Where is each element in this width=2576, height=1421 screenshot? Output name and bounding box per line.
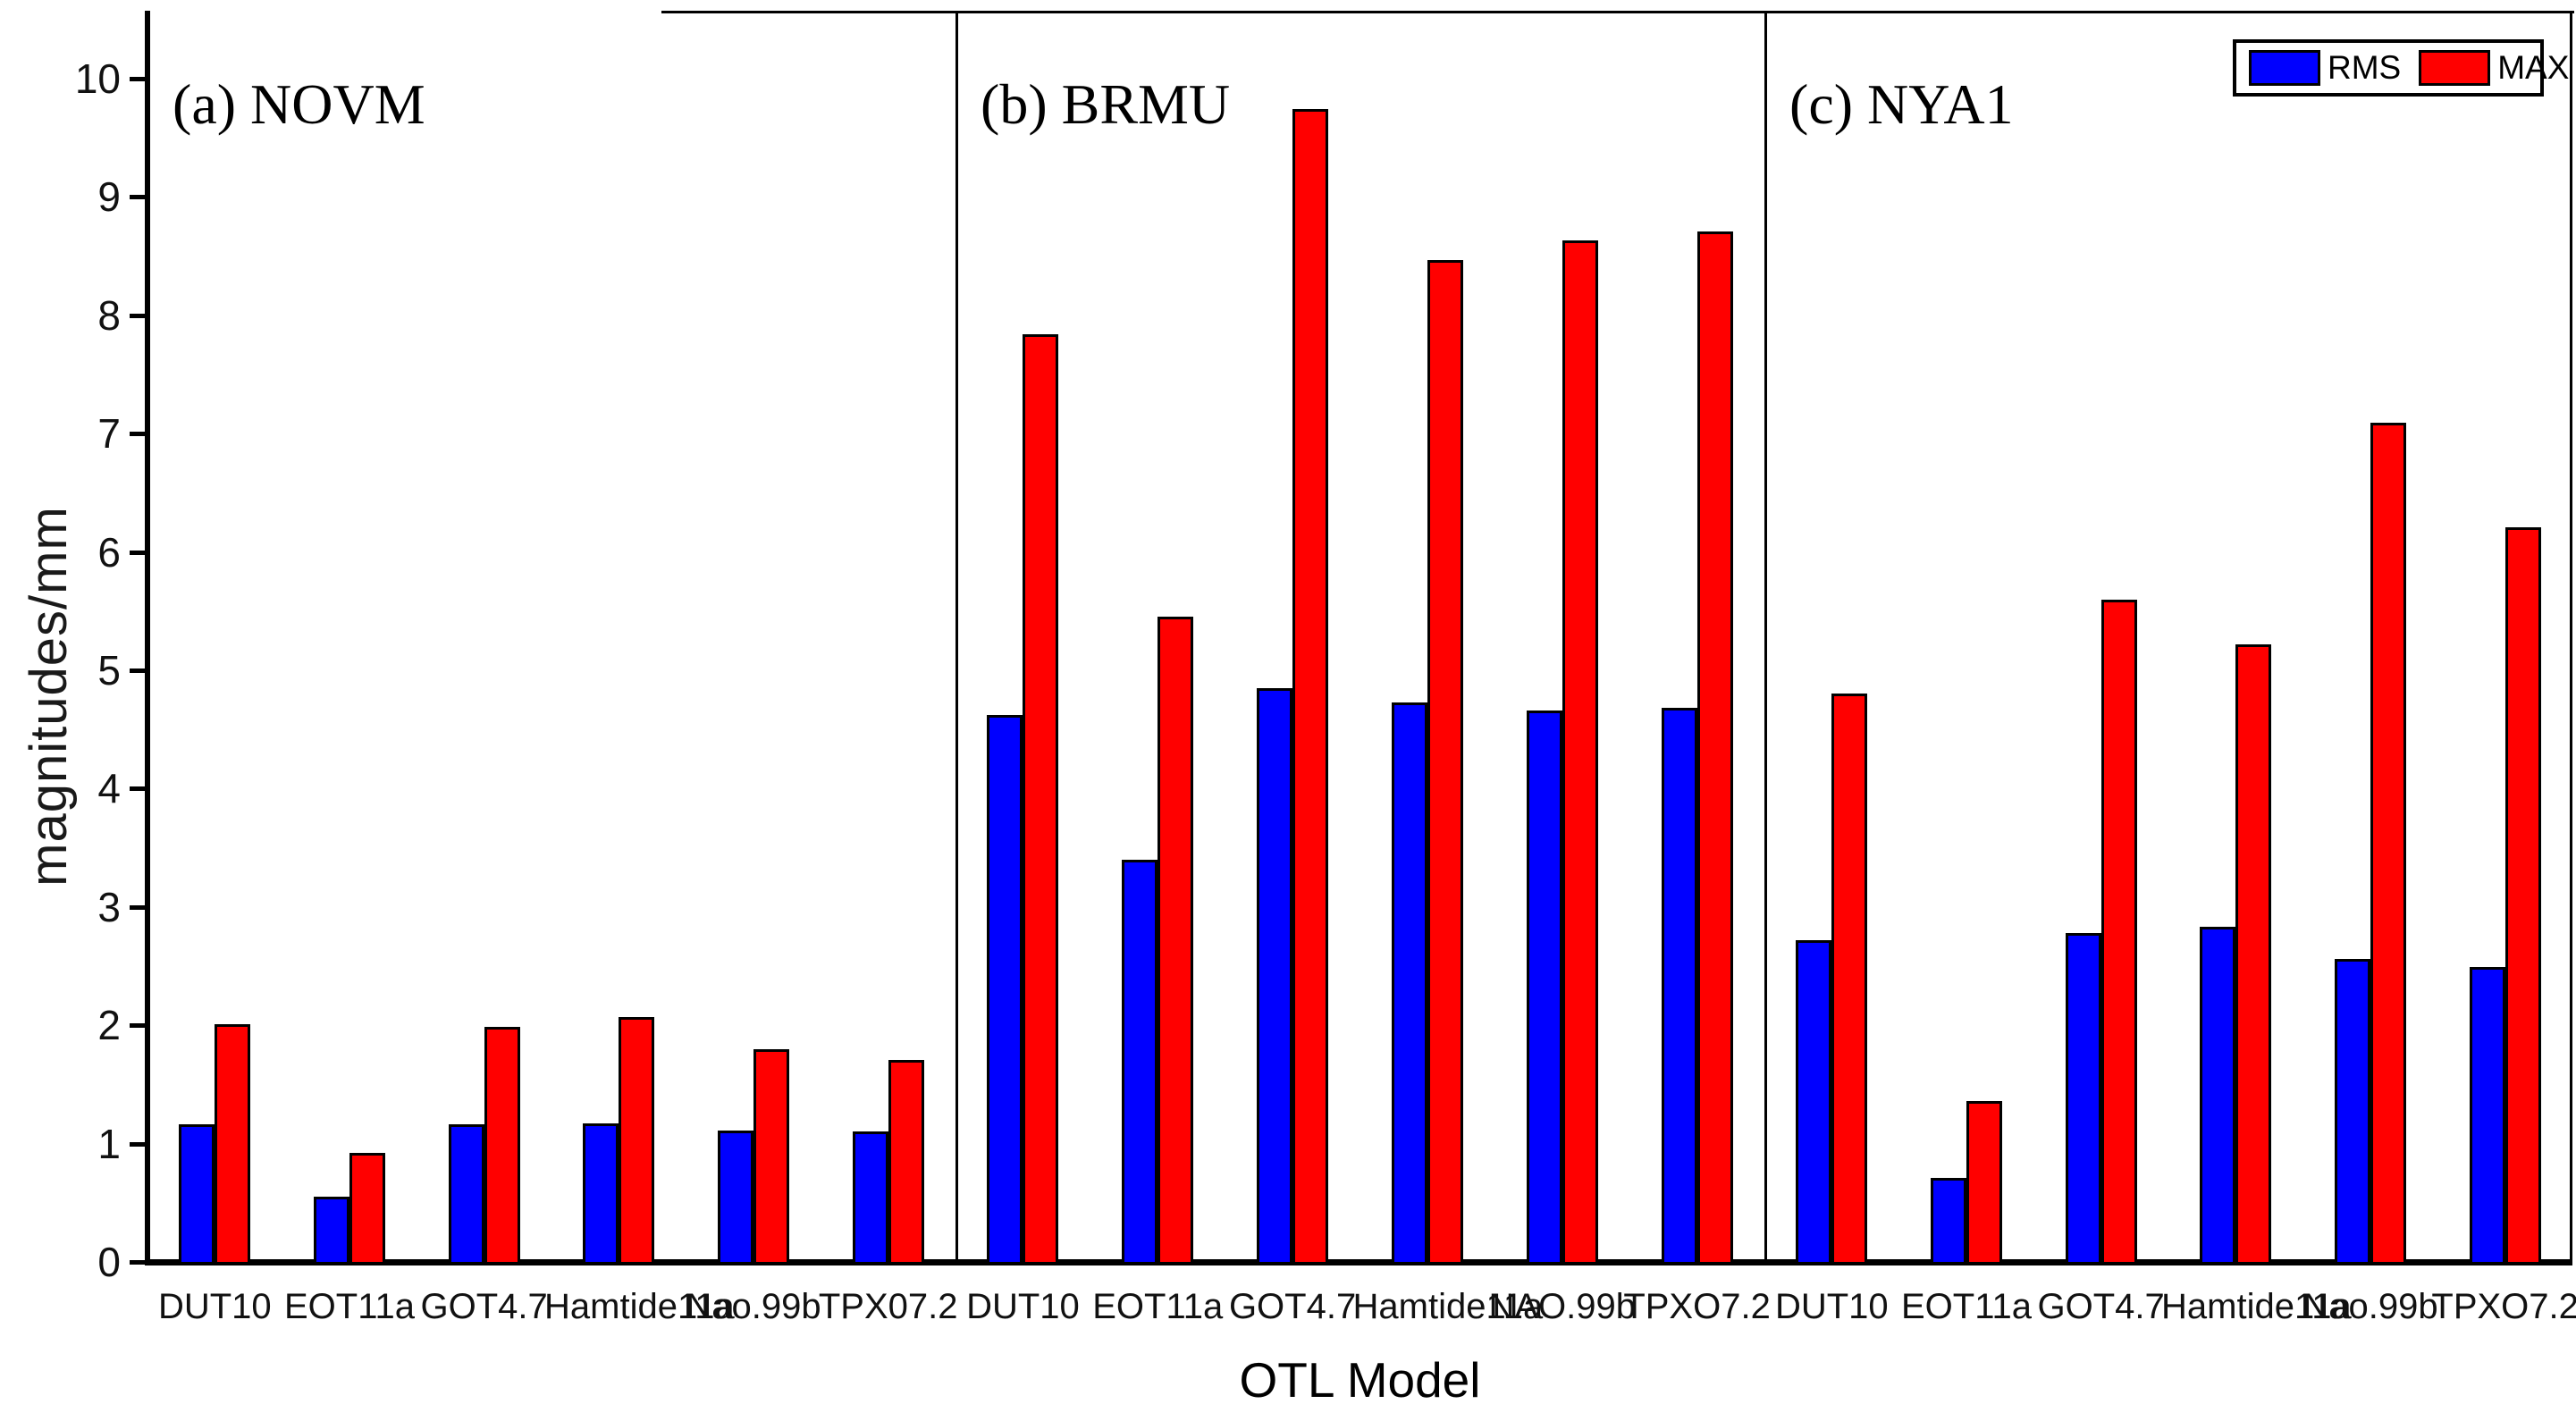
y-tick-mark (130, 1260, 147, 1265)
legend-swatch-max (2419, 50, 2491, 86)
bar-max-dut10 (215, 1024, 251, 1262)
y-axis-title: magnitudes/mm (20, 506, 78, 887)
legend-label-rms: RMS (2328, 49, 2402, 86)
y-tick-label: 5 (97, 647, 121, 694)
bar-rms-got4.7 (1257, 688, 1293, 1262)
y-tick-label: 3 (97, 883, 121, 930)
bar-rms-hamtide11a (1391, 702, 1427, 1262)
x-axis-title: OTL Model (1239, 1352, 1481, 1408)
y-tick-label: 6 (97, 528, 121, 576)
x-category-label: TPXO7.2 (2431, 1287, 2576, 1326)
x-category-label: Hamtide11a (1352, 1287, 1544, 1326)
panel-nya1: (c) NYA1 (1764, 13, 2572, 1262)
panel-novm: (a) NOVM (147, 13, 955, 1262)
bar-max-got4.7 (484, 1027, 520, 1262)
y-tick-label: 4 (97, 765, 121, 812)
bar-max-dut10 (1023, 334, 1059, 1262)
x-category-label: Hamtide11a (2161, 1287, 2352, 1326)
bar-max-hamtide11a (2235, 644, 2272, 1262)
bar-rms-tpxo7.2 (2469, 967, 2505, 1262)
x-category-label: DUT10 (966, 1287, 1080, 1326)
bar-rms-tpx07.2 (852, 1131, 888, 1262)
x-category-label: GOT4.7 (1228, 1287, 1357, 1326)
bar-rms-eot11a (1122, 860, 1158, 1262)
x-category-label: NAO.99b (1488, 1287, 1636, 1326)
panel-divider-ab (955, 11, 958, 1262)
y-tick-mark (130, 313, 147, 318)
legend-label-max: MAX (2497, 49, 2570, 86)
bar-rms-tpxo7.2 (1661, 708, 1697, 1262)
bar-rms-eot11a (314, 1197, 349, 1262)
y-tick-mark (130, 432, 147, 437)
bar-max-nao.99b (1562, 240, 1598, 1262)
x-category-label: Nao.99b (2302, 1287, 2438, 1326)
bar-rms-got4.7 (448, 1124, 484, 1262)
bar-max-got4.7 (1292, 109, 1329, 1262)
y-tick-mark (130, 904, 147, 910)
panel-divider-bc (1764, 11, 1767, 1262)
y-tick-mark (130, 1141, 147, 1147)
bar-max-eot11a (349, 1153, 385, 1262)
panel-title-brmu: (b) BRMU (981, 72, 1231, 136)
bar-max-eot11a (1966, 1101, 2002, 1262)
y-tick-label: 9 (97, 173, 121, 221)
y-tick-mark (130, 668, 147, 673)
bar-max-eot11a (1158, 617, 1194, 1262)
bar-max-tpx07.2 (888, 1060, 924, 1262)
x-category-label: Nao.99b (686, 1287, 821, 1326)
x-category-label: GOT4.7 (420, 1287, 548, 1326)
x-category-label: DUT10 (1774, 1287, 1889, 1326)
x-category-label: TPXO7.2 (1623, 1287, 1771, 1326)
legend-box: RMS MAX (2233, 39, 2569, 97)
x-category-label: DUT10 (157, 1287, 272, 1326)
y-tick-label: 8 (97, 291, 121, 339)
bar-rms-nao.99b (1526, 710, 1562, 1262)
bar-rms-dut10 (1796, 940, 1832, 1262)
x-category-label: EOT11a (1092, 1287, 1224, 1326)
x-axis-baseline (145, 1259, 2572, 1265)
x-category-label: EOT11a (283, 1287, 415, 1326)
bar-rms-dut10 (987, 715, 1023, 1262)
x-category-label: Hamtide11a (544, 1287, 735, 1326)
y-tick-mark (130, 195, 147, 200)
panel-brmu-bars (955, 13, 1764, 1262)
panel-title-novm: (a) NOVM (173, 72, 425, 136)
bar-rms-got4.7 (2065, 933, 2101, 1262)
y-tick-mark (130, 786, 147, 792)
bar-max-hamtide11a (1427, 260, 1463, 1262)
panel-title-nya1: (c) NYA1 (1789, 72, 2014, 136)
y-tick-label: 7 (97, 410, 121, 458)
y-tick-mark (130, 1023, 147, 1029)
panel-nya1-bars (1764, 13, 2572, 1262)
bar-max-tpxo7.2 (2504, 527, 2541, 1262)
bar-max-nao.99b (753, 1049, 789, 1262)
bar-rms-dut10 (179, 1124, 215, 1262)
bar-rms-eot11a (1931, 1178, 1966, 1262)
bar-rms-nao.99b (718, 1131, 753, 1262)
bar-max-hamtide11a (619, 1017, 655, 1262)
bar-rms-hamtide11a (2200, 927, 2236, 1262)
y-tick-label: 10 (74, 55, 121, 102)
y-axis-line (145, 11, 150, 1265)
panel-novm-bars (147, 13, 955, 1262)
x-category-label: TPX07.2 (818, 1287, 958, 1326)
y-tick-label: 2 (97, 1002, 121, 1049)
y-tick-mark (130, 77, 147, 81)
plot-right-border (2570, 11, 2572, 1262)
legend-swatch-rms (2249, 50, 2320, 86)
bar-max-dut10 (1831, 694, 1868, 1262)
plot-top-border (661, 11, 2574, 13)
y-tick-mark (130, 550, 147, 555)
bar-rms-nao.99b (2335, 959, 2370, 1262)
bar-max-tpxo7.2 (1696, 231, 1733, 1262)
panel-brmu: (b) BRMU (955, 13, 1764, 1262)
y-tick-label: 1 (97, 1120, 121, 1167)
x-category-label: GOT4.7 (2037, 1287, 2165, 1326)
bar-max-nao.99b (2370, 423, 2406, 1262)
bar-max-got4.7 (2100, 600, 2137, 1262)
bar-rms-hamtide11a (583, 1123, 619, 1262)
y-tick-label: 0 (97, 1239, 121, 1285)
x-category-label: EOT11a (1900, 1287, 2032, 1326)
